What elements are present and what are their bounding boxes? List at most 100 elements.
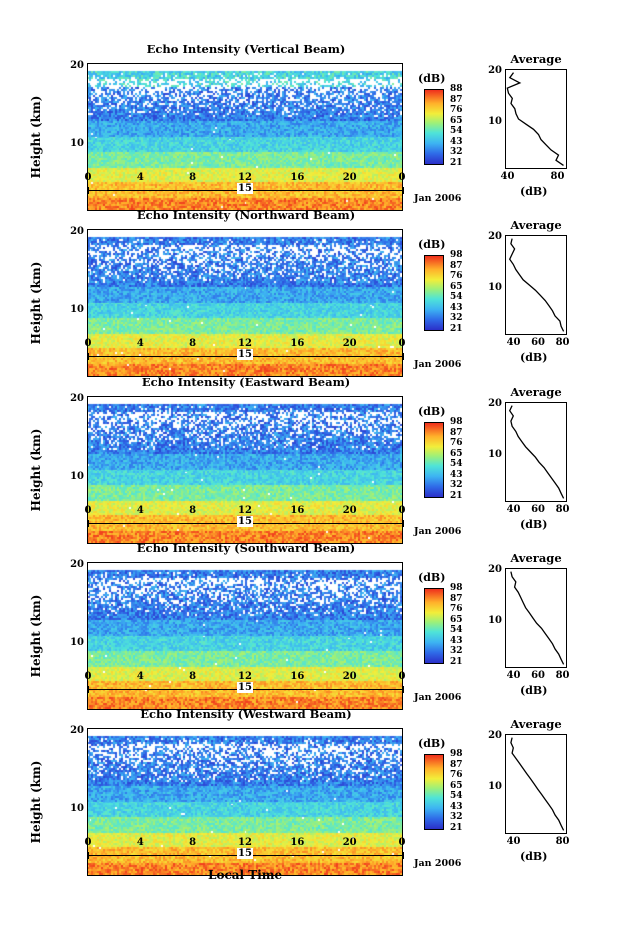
x-tick-label: 12 <box>238 671 252 682</box>
average-y-tick-label: 20 <box>488 230 502 242</box>
x-tick-label: 12 <box>238 338 252 349</box>
average-profile-plot <box>505 734 567 834</box>
x-tick-label: 0 <box>398 671 406 682</box>
average-x-axis-title: (dB) <box>520 185 548 198</box>
chart-panel-2: Echo Intensity (Northward Beam) Height (k… <box>0 208 619 377</box>
x-tick-label: 20 <box>342 172 357 183</box>
average-profile-line <box>510 571 565 665</box>
colorbar-tick-label: 87 <box>450 260 463 271</box>
average-title: Average <box>510 218 562 232</box>
colorbar-tick-label: 21 <box>450 324 463 334</box>
average-x-tick-label: 80 <box>550 171 565 182</box>
y-axis-title: Height (km) <box>29 428 43 512</box>
colorbar <box>424 588 444 664</box>
average-x-tick-label: 40 <box>506 836 521 847</box>
colorbar-tick-label: 76 <box>450 271 463 282</box>
y-tick-label: 20 <box>70 225 84 237</box>
average-profile-line <box>506 72 564 166</box>
average-profile-line <box>508 405 565 499</box>
y-tick-label: 10 <box>70 470 84 482</box>
y-axis-title: Height (km) <box>29 261 43 345</box>
colorbar <box>424 89 444 165</box>
colorbar-tick-label: 98 <box>450 417 463 427</box>
average-x-tick-label: 80 <box>555 504 570 515</box>
x-tick-label: 4 <box>136 172 144 183</box>
average-x-tick-label: 80 <box>555 670 570 681</box>
colorbar-tick-label: 54 <box>450 292 463 303</box>
x-tick-label: 8 <box>189 837 197 848</box>
average-y-tick-label: 10 <box>488 282 502 294</box>
y-tick-label: 20 <box>70 392 84 404</box>
colorbar-unit: (dB) <box>418 571 446 584</box>
average-y-tick-label: 20 <box>488 563 502 575</box>
colorbar-tick-label: 76 <box>450 438 463 449</box>
date-label: 15 <box>237 183 253 194</box>
average-x-tick-label: 80 <box>555 337 570 348</box>
average-y-tick-label: 10 <box>488 449 502 461</box>
x-tick-label: 0 <box>398 338 406 349</box>
x-tick-label: 16 <box>290 837 305 848</box>
x-tick-label: 4 <box>136 338 144 349</box>
average-x-tick-label: 40 <box>506 670 521 681</box>
average-profile-plot <box>505 568 567 668</box>
colorbar-tick-label: 98 <box>450 583 463 593</box>
date-label: 15 <box>237 516 253 527</box>
colorbar-tick-label: 65 <box>450 115 463 126</box>
average-title: Average <box>510 717 562 731</box>
y-tick-label: 20 <box>70 558 84 570</box>
average-y-tick-label: 10 <box>488 781 502 793</box>
colorbar-tick-label: 54 <box>450 791 463 802</box>
y-tick-label: 10 <box>70 303 84 315</box>
colorbar-tick-label: 21 <box>450 491 463 501</box>
chart-panel-1: Echo Intensity (Vertical Beam) Height (km… <box>0 42 619 211</box>
average-profile-plot <box>505 235 567 335</box>
colorbar-tick-label: 88 <box>450 84 463 94</box>
colorbar-unit: (dB) <box>418 72 446 85</box>
chart-title: Echo Intensity (Eastward Beam) <box>141 375 351 389</box>
colorbar-tick-label: 43 <box>450 469 463 480</box>
colorbar-tick-label: 32 <box>450 313 463 324</box>
chart-panel-3: Echo Intensity (Eastward Beam) Height (km… <box>0 375 619 544</box>
average-profile-svg <box>510 571 565 665</box>
x-tick-label: 12 <box>238 505 252 516</box>
x-tick-label: 12 <box>238 172 252 183</box>
average-profile-line <box>510 737 565 831</box>
heatmap-plot-area <box>87 728 403 876</box>
x-tick-label: 20 <box>342 338 357 349</box>
average-x-tick-label: 40 <box>506 337 521 348</box>
average-profile-svg <box>506 72 564 166</box>
x-tick-label: 8 <box>189 172 197 183</box>
colorbar-tick-label: 43 <box>450 635 463 646</box>
date-month-label: Jan 2006 <box>414 692 462 703</box>
x-tick-label: 0 <box>84 338 92 349</box>
chart-title: Echo Intensity (Vertical Beam) <box>146 42 346 56</box>
x-tick-label: 16 <box>290 338 305 349</box>
average-profile-svg <box>508 238 565 332</box>
average-x-axis-title: (dB) <box>520 684 548 697</box>
average-y-tick-label: 20 <box>488 64 502 76</box>
colorbar <box>424 255 444 331</box>
x-tick-label: 0 <box>398 837 406 848</box>
date-month-label: Jan 2006 <box>414 526 462 537</box>
x-tick-label: 0 <box>84 837 92 848</box>
date-label: 15 <box>237 682 253 693</box>
x-tick-label: 8 <box>189 338 197 349</box>
x-axis-title: Local Time <box>208 868 283 882</box>
date-month-label: Jan 2006 <box>414 193 462 204</box>
average-x-axis-title: (dB) <box>520 351 548 364</box>
y-axis-title: Height (km) <box>29 760 43 844</box>
colorbar-unit: (dB) <box>418 405 446 418</box>
average-x-axis-title: (dB) <box>520 518 548 531</box>
y-tick-label: 10 <box>70 636 84 648</box>
x-tick-label: 8 <box>189 671 197 682</box>
x-tick-label: 0 <box>84 172 92 183</box>
colorbar-tick-label: 65 <box>450 448 463 459</box>
average-x-axis-title: (dB) <box>520 850 548 863</box>
colorbar-tick-label: 43 <box>450 302 463 313</box>
x-tick-label: 20 <box>342 671 357 682</box>
x-tick-label: 0 <box>398 505 406 516</box>
x-tick-label: 4 <box>136 837 144 848</box>
colorbar-tick-label: 98 <box>450 749 463 759</box>
colorbar-tick-label: 87 <box>450 94 463 105</box>
average-profile-line <box>508 238 565 332</box>
